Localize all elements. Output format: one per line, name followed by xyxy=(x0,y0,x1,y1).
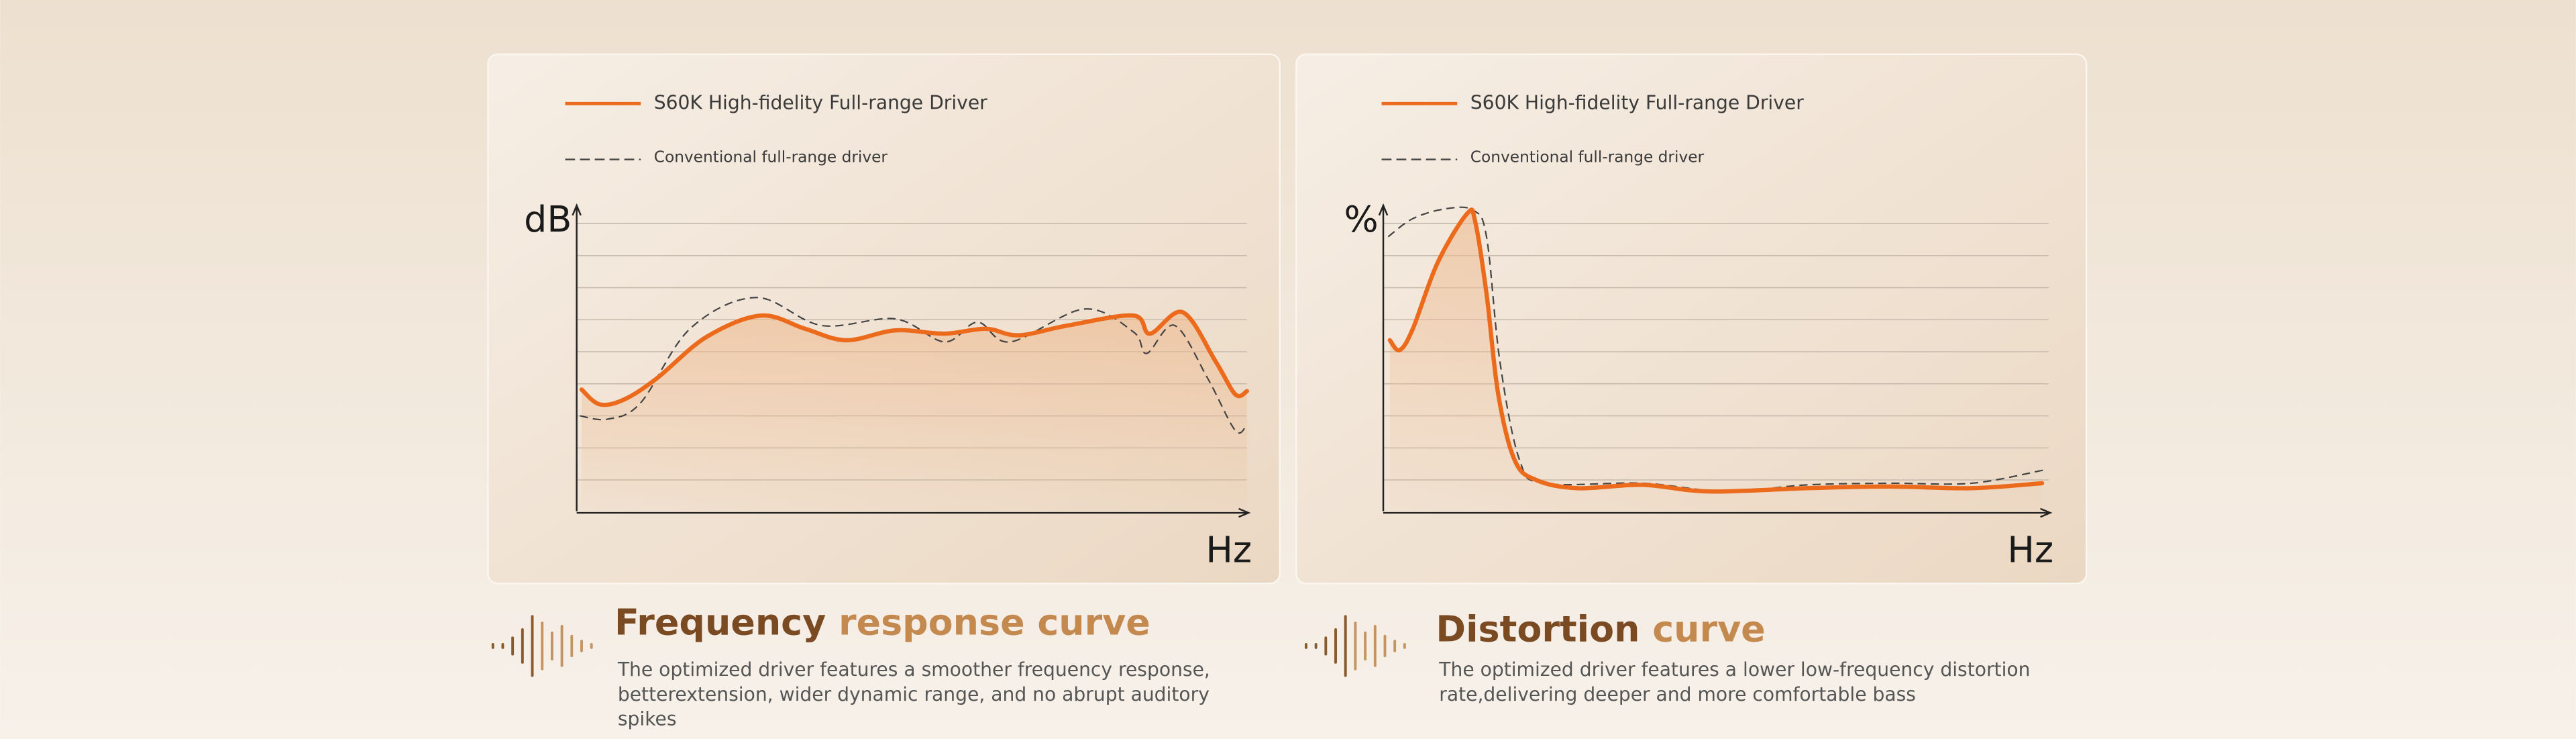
description-line: spikes xyxy=(618,708,677,730)
title-rest: response curve xyxy=(839,601,1150,643)
x-axis-label: Hz xyxy=(1205,528,1252,571)
curve-area xyxy=(1389,209,2043,511)
legend-label: S60K High-fidelity Full-range Driver xyxy=(1470,91,1804,113)
y-axis xyxy=(1378,203,1389,511)
title-rest: curve xyxy=(1652,607,1765,650)
legend-label: S60K High-fidelity Full-range Driver xyxy=(654,91,987,113)
y-axis-label: % xyxy=(1344,198,1378,240)
description-line: betterextension, wider dynamic range, an… xyxy=(618,683,1210,705)
y-axis xyxy=(572,203,582,511)
driver-curve xyxy=(579,309,1249,407)
conventional-curve xyxy=(580,297,1248,434)
description-line: The optimized driver features a lower lo… xyxy=(1438,658,2030,681)
legend-label: Conventional full-range driver xyxy=(654,148,888,166)
x-axis xyxy=(1383,507,2053,518)
title-lead: Frequency xyxy=(614,601,826,643)
y-axis-label: dB xyxy=(524,198,572,240)
description-line: rate,delivering deeper and more comforta… xyxy=(1439,683,1916,705)
curve-area xyxy=(581,311,1247,511)
driver-curve xyxy=(1387,207,2045,494)
chart-panel: S60K High-fidelity Full-range Driver Conv… xyxy=(487,53,1281,730)
title-lead: Distortion xyxy=(1436,607,1640,650)
description-line: The optimized driver features a smoother… xyxy=(617,658,1210,681)
chart-panel: S60K High-fidelity Full-range Driver Conv… xyxy=(1295,53,2088,705)
section-title: Frequency response curve xyxy=(614,601,1150,643)
section-title: Distortion curve xyxy=(1436,607,1765,650)
legend-label: Conventional full-range driver xyxy=(1470,148,1705,166)
x-axis-label: Hz xyxy=(2007,528,2053,571)
